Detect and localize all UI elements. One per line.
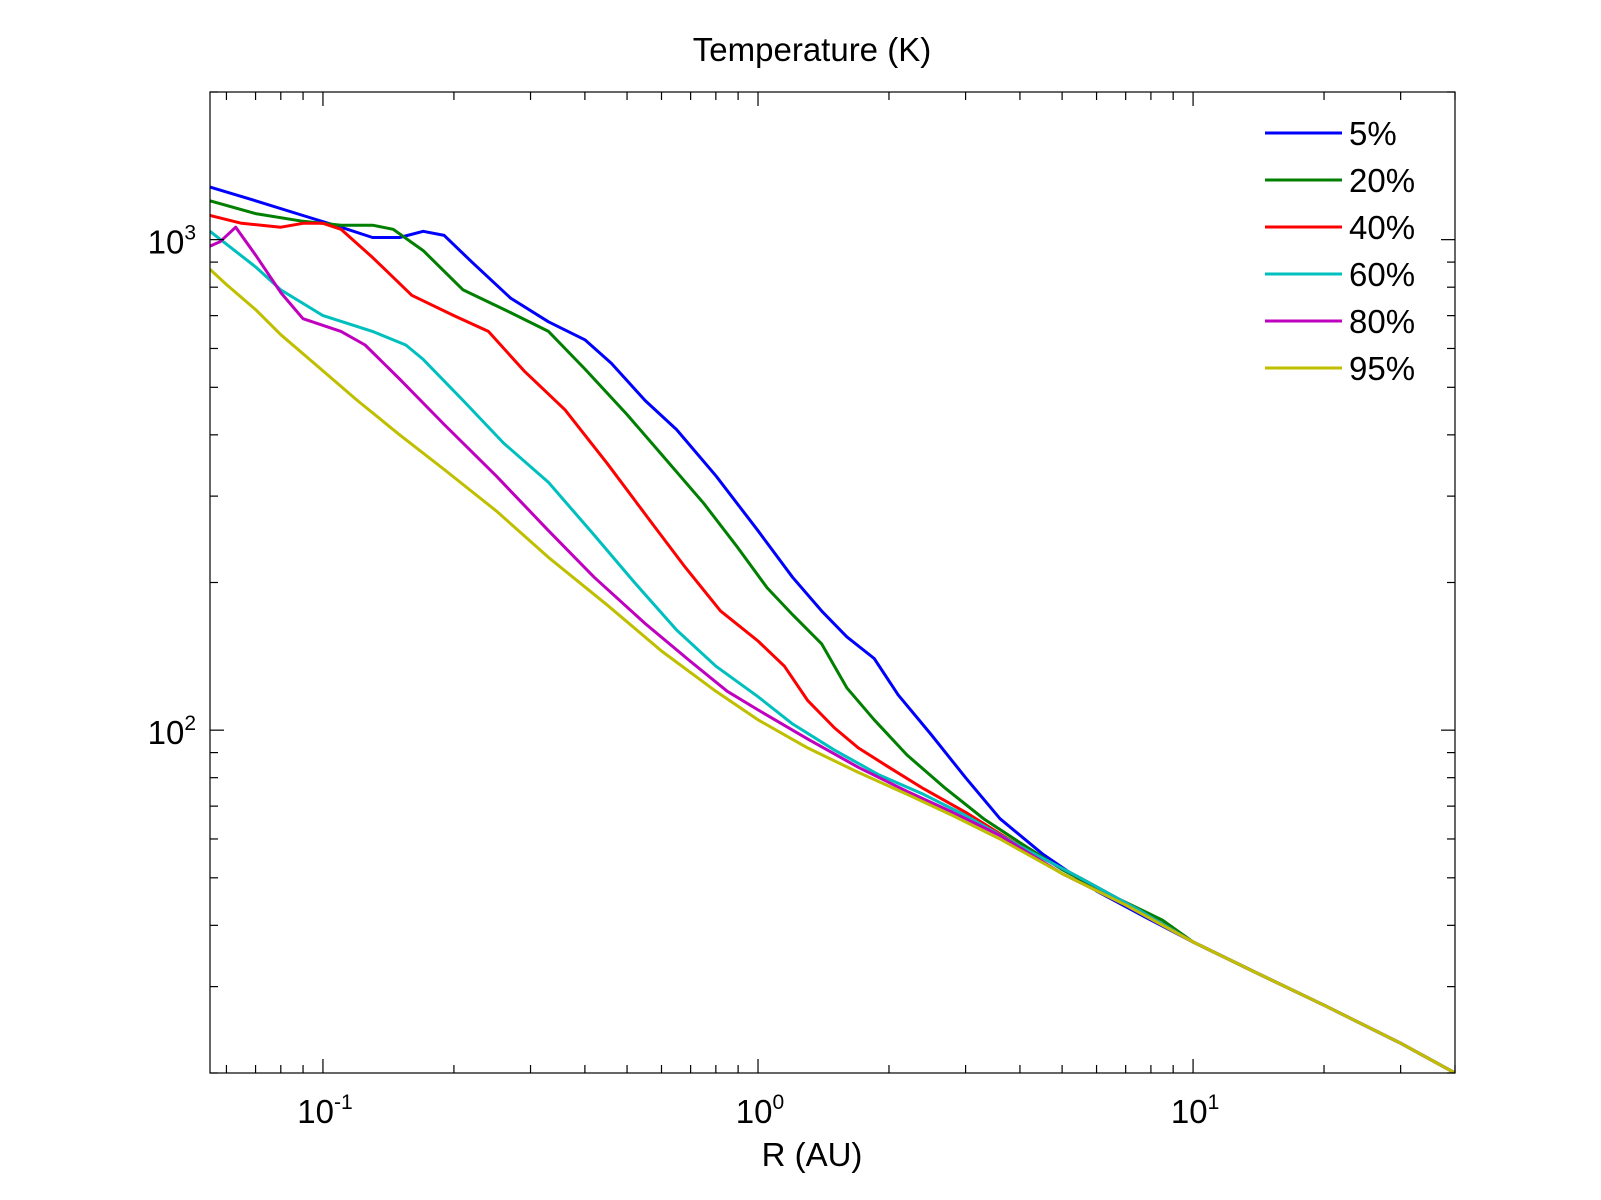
legend-label: 20%: [1349, 162, 1415, 199]
legend-label: 80%: [1349, 303, 1415, 340]
series-line-95pct: [210, 268, 1455, 1073]
x-axis-label: R (AU): [762, 1136, 863, 1173]
legend-label: 40%: [1349, 209, 1415, 246]
x-tick-label: 101: [1171, 1091, 1219, 1130]
x-tick-label: 100: [736, 1091, 784, 1130]
series-line-20pct: [210, 199, 1455, 1073]
series-lines: [210, 185, 1455, 1073]
x-tick-label: 10-1: [297, 1091, 352, 1130]
legend: 5% 20% 40% 60% 80% 95%: [1265, 115, 1415, 387]
plot-data: [210, 185, 1455, 1073]
axes: 10-1 100 101 102 103: [148, 91, 1456, 1130]
chart-title: Temperature (K): [693, 31, 931, 68]
legend-label: 60%: [1349, 256, 1415, 293]
legend-label: 95%: [1349, 350, 1415, 387]
y-tick-label: 103: [148, 222, 196, 261]
legend-label: 5%: [1349, 115, 1397, 152]
y-tick-label: 102: [148, 712, 196, 751]
